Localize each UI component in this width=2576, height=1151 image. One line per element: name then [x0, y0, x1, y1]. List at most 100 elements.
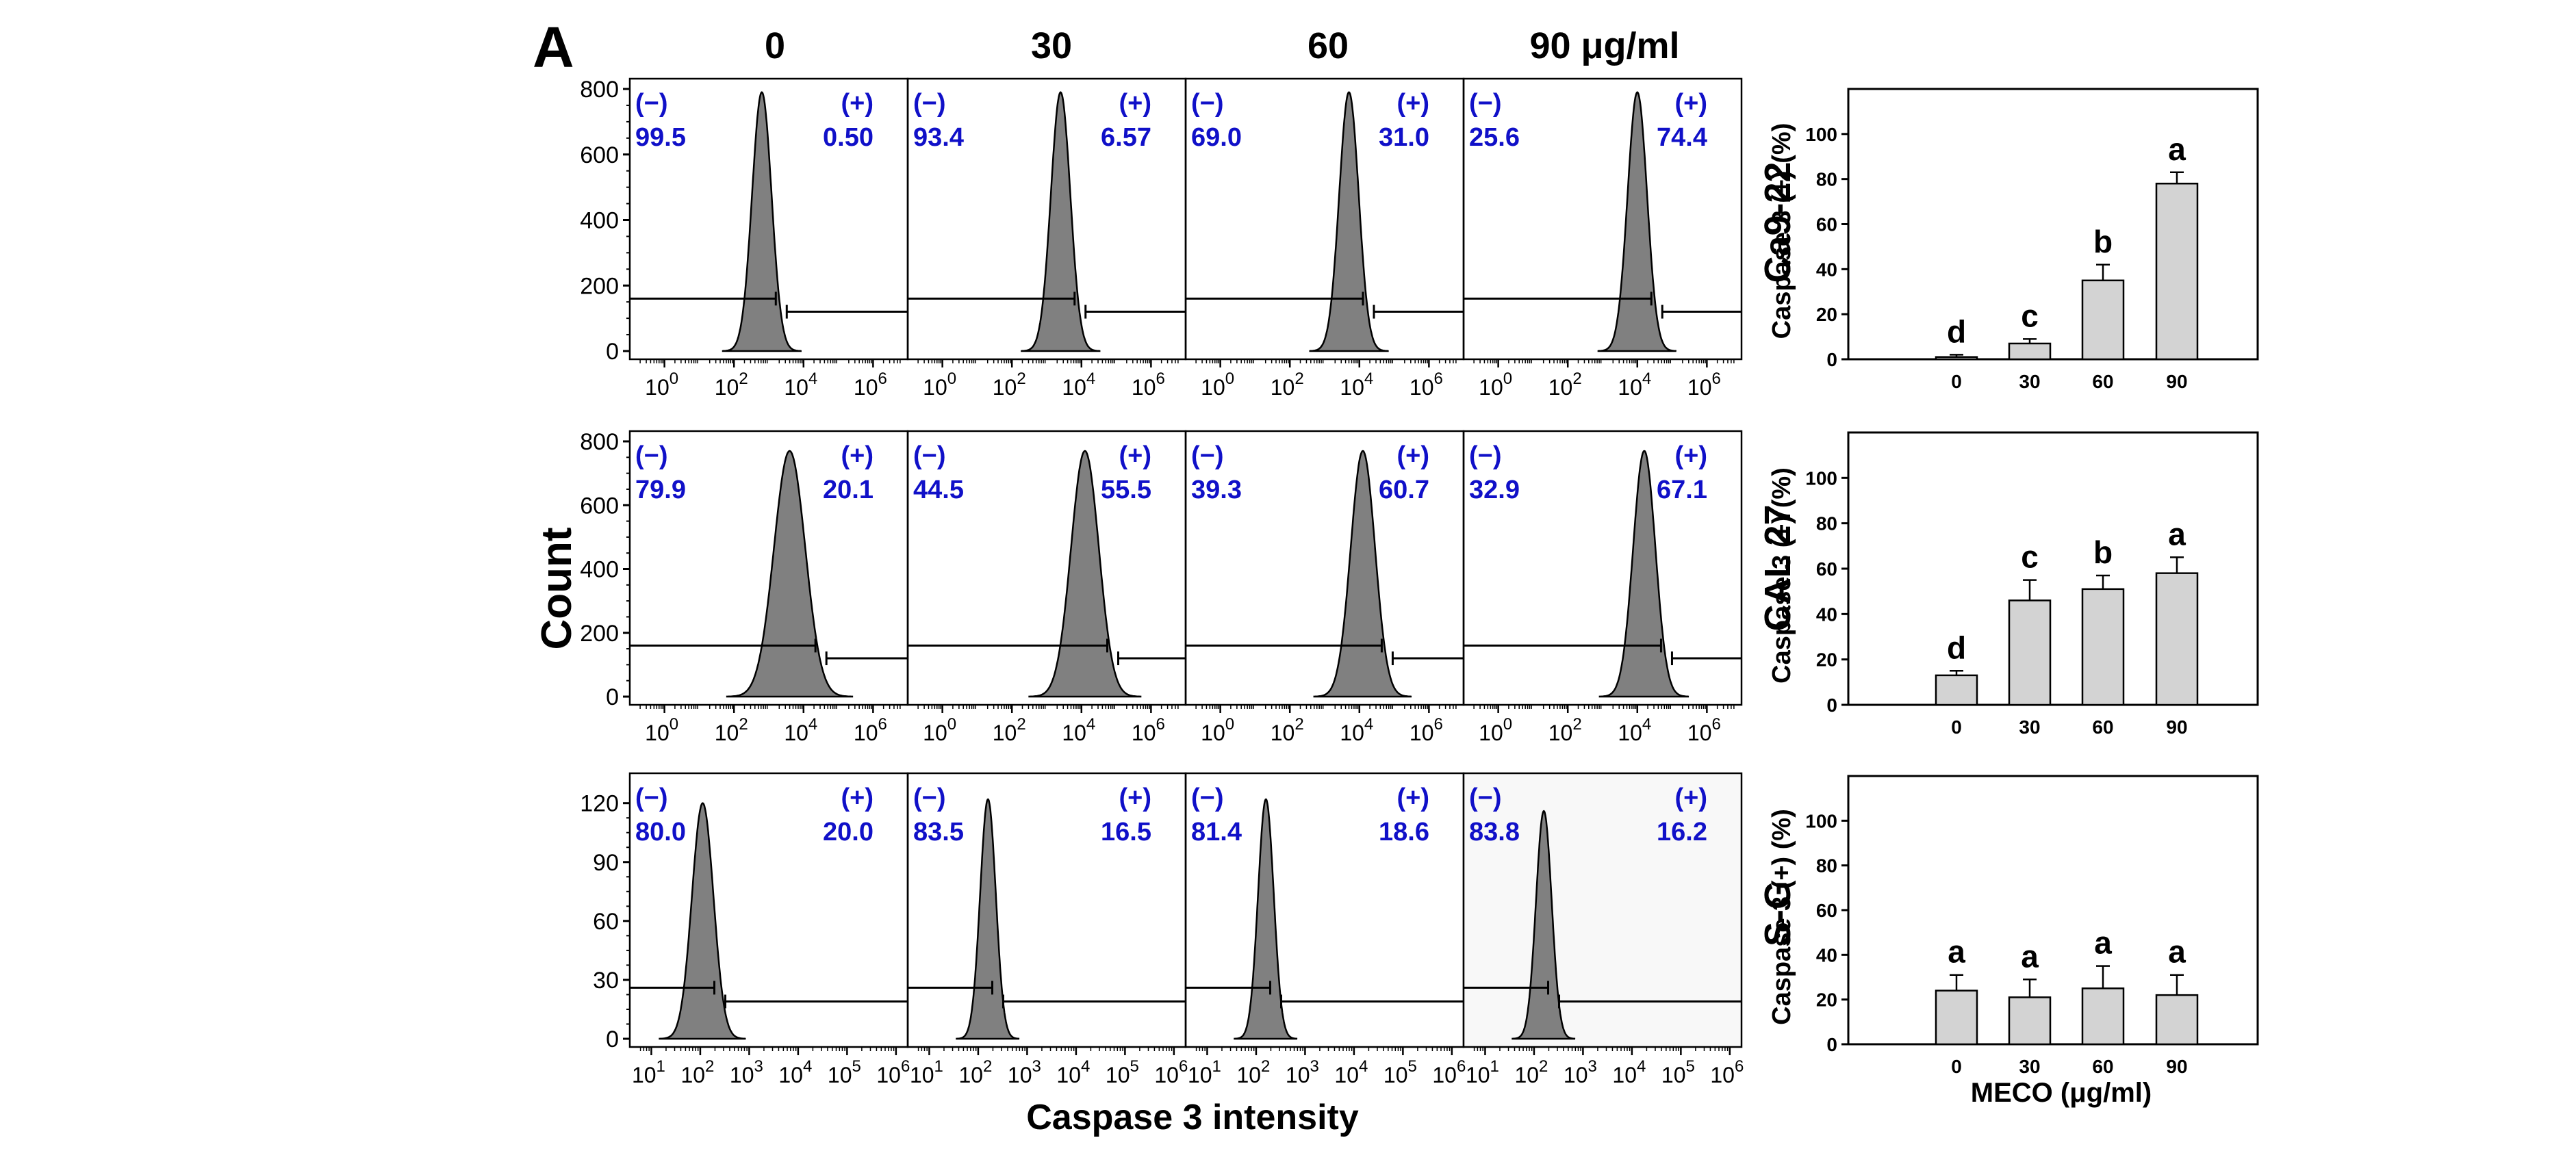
panel-frame [1462, 772, 1743, 1048]
row-label-sg: S-G [1757, 881, 1798, 946]
bar-y-tick-label: 100 [1805, 124, 1837, 145]
significance-letter: c [2021, 298, 2039, 333]
y-tick-label: 0 [606, 339, 619, 365]
bar [2081, 588, 2125, 706]
bar [2081, 987, 2125, 1046]
significance-letter: b [2093, 224, 2113, 259]
bar-x-tick-label: 30 [2019, 716, 2040, 738]
gate-positive-label: (+) [1119, 89, 1152, 118]
gate-positive-label: (+) [1675, 784, 1708, 812]
panel-frame [1184, 430, 1465, 706]
positive-percent: 67.1 [1657, 476, 1707, 504]
bar-y-tick-label: 40 [1816, 604, 1837, 625]
bar-y-tick-label: 0 [1826, 695, 1837, 716]
histogram-panel-cal27-60: (−) (+) 39.3 60.7 100 102 104 106 [1184, 430, 1465, 745]
x-tick-label: 100 [1479, 715, 1512, 745]
bar-y-tick-label: 100 [1805, 467, 1837, 489]
significance-letter: a [2168, 131, 2186, 167]
x-tick-label: 102 [680, 1057, 714, 1087]
panel-frame [906, 430, 1187, 706]
x-tick-label: 105 [828, 1057, 861, 1087]
bar-y-axis-title: Caspase 3 (+) (%) [1768, 809, 1796, 1025]
histogram-peak [1028, 450, 1142, 698]
panel-background [1464, 773, 1742, 1047]
x-tick-label: 102 [1236, 1057, 1270, 1087]
x-tick-label: 104 [784, 715, 817, 745]
x-tick-label: 103 [1008, 1057, 1041, 1087]
bar-y-tick-label: 80 [1816, 169, 1837, 190]
x-tick-label: 106 [1410, 715, 1443, 745]
positive-percent: 60.7 [1379, 476, 1429, 504]
y-tick-label: 200 [580, 273, 619, 299]
significance-letter: a [2168, 516, 2186, 552]
panel-frame [1462, 430, 1743, 706]
histogram-panel-s-g-90: (−) (+) 83.8 16.2 101 102 103 104 105 106 [1462, 772, 1744, 1087]
gate-positive-label: (+) [841, 441, 874, 470]
y-tick-label: 30 [593, 968, 619, 994]
bar-x-tick-label: 0 [1951, 1056, 1962, 1077]
bar-y-tick-label: 60 [1816, 214, 1837, 235]
column-header-0: 0 [765, 25, 785, 66]
bar [1935, 674, 1978, 706]
x-tick-label: 104 [1618, 370, 1651, 400]
bar-y-axis-title: Caspase 3 (+) (%) [1768, 123, 1796, 339]
bar-x-tick-label: 0 [1951, 716, 1962, 738]
gate-negative-label: (−) [1469, 89, 1502, 118]
x-tick-label: 102 [993, 715, 1026, 745]
gate-negative-label: (−) [635, 441, 668, 470]
gate-positive-label: (+) [1119, 784, 1152, 812]
y-tick-label: 400 [580, 208, 619, 234]
y-tick-label: 0 [606, 684, 619, 710]
gate-negative-label: (−) [1191, 784, 1224, 812]
x-tick-label: 105 [1383, 1057, 1417, 1087]
bar [2081, 279, 2125, 361]
x-tick-label: 100 [1201, 715, 1234, 745]
column-header-30: 30 [1031, 25, 1072, 66]
x-tick-label: 102 [958, 1057, 992, 1087]
y-tick-label: 200 [580, 621, 619, 647]
x-tick-label: 102 [1514, 1057, 1548, 1087]
positive-percent: 0.50 [823, 123, 873, 152]
x-tick-label: 100 [923, 715, 956, 745]
bar [2008, 342, 2052, 361]
bar-x-tick-label: 60 [2092, 1056, 2113, 1077]
positive-percent: 16.5 [1101, 818, 1151, 846]
panel-frame [906, 772, 1187, 1048]
panel-frame [1462, 77, 1743, 361]
negative-percent: 93.4 [913, 123, 964, 152]
x-tick-label: 106 [1687, 715, 1721, 745]
gate-negative-label: (−) [1191, 89, 1224, 118]
x-tick-label: 102 [715, 370, 748, 400]
significance-letter: b [2093, 534, 2113, 570]
panel-frame [1184, 77, 1465, 361]
negative-percent: 69.0 [1191, 123, 1242, 152]
x-tick-label: 100 [1479, 370, 1512, 400]
y-tick-label: 0 [606, 1026, 619, 1052]
bar-charts: 0 20 40 60 80 100 Caspase 3 (+) (%) d 0 c 30 b 60 a 90… [1768, 88, 2259, 1077]
negative-percent: 83.8 [1469, 818, 1520, 846]
x-tick-label: 104 [1340, 370, 1373, 400]
gate-positive-label: (+) [1397, 784, 1430, 812]
gate-negative-label: (−) [913, 441, 946, 470]
bar-x-tick-label: 90 [2166, 1056, 2187, 1077]
bar-y-axis-title: Caspase 3 (+) (%) [1768, 467, 1796, 684]
significance-letter: a [2168, 934, 2186, 970]
histogram-peak [659, 802, 746, 1040]
significance-letter: d [1947, 630, 1966, 665]
x-tick-label: 104 [1618, 715, 1651, 745]
gate-negative-label: (−) [1191, 441, 1224, 470]
column-header-90: 90 μg/ml [1529, 25, 1679, 66]
positive-percent: 18.6 [1379, 818, 1429, 846]
x-tick-label: 105 [1661, 1057, 1695, 1087]
bar-y-tick-label: 40 [1816, 259, 1837, 280]
positive-percent: 20.1 [823, 476, 873, 504]
x-tick-label: 106 [1132, 370, 1165, 400]
x-tick-label: 102 [715, 715, 748, 745]
positive-percent: 31.0 [1379, 123, 1429, 152]
x-tick-label: 103 [730, 1057, 763, 1087]
y-tick-label: 800 [580, 429, 619, 455]
x-tick-label: 102 [1271, 715, 1304, 745]
negative-percent: 25.6 [1469, 123, 1520, 152]
